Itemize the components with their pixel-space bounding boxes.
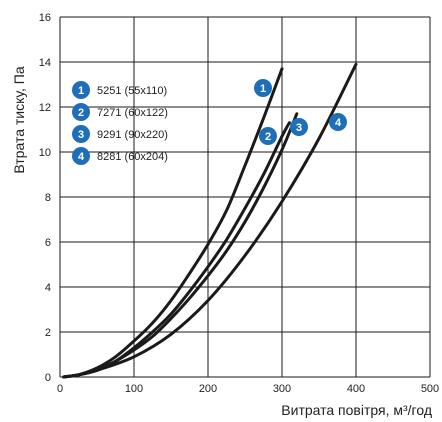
legend-badge-4: 4 (72, 147, 90, 165)
y-tick-label: 12 (39, 102, 51, 114)
y-tick-label: 0 (45, 372, 51, 384)
badge-number: 4 (335, 117, 342, 129)
y-tick-labels: 0 2 4 6 8 10 12 14 16 (39, 12, 51, 384)
curve-badge-1: 1 (254, 79, 272, 97)
y-tick-label: 4 (45, 282, 51, 294)
curve-badge-2: 2 (259, 127, 277, 145)
legend: 1 5251 (55x110) 2 7271 (60x122) 3 9291 (90x22… (72, 81, 168, 165)
badge-number: 1 (260, 83, 266, 95)
badge-number: 4 (78, 151, 85, 163)
legend-label: 7271 (60x122) (97, 107, 168, 119)
curves (62, 62, 358, 379)
grid (59, 16, 431, 378)
x-tick-label: 0 (57, 383, 63, 395)
curve-badge-4: 4 (329, 113, 347, 131)
badge-circle (72, 81, 90, 99)
legend-badge-2: 2 (72, 103, 90, 121)
badge-number: 1 (78, 85, 84, 97)
legend-label: 9291 (90x220) (97, 129, 168, 141)
curve-1 (62, 67, 284, 379)
y-tick-label: 10 (39, 147, 51, 159)
y-tick-label: 16 (39, 12, 51, 24)
badge-circle (259, 127, 277, 145)
badge-circle (329, 113, 347, 131)
x-tick-label: 300 (273, 383, 291, 395)
badge-number: 3 (78, 129, 84, 141)
curve-4 (62, 62, 358, 379)
x-tick-label: 200 (199, 383, 217, 395)
y-tick-label: 2 (45, 327, 51, 339)
badge-circle (72, 147, 90, 165)
legend-label: 5251 (55x110) (97, 85, 167, 97)
legend-label: 8281 (60x204) (97, 151, 168, 163)
badge-circle (290, 118, 308, 136)
curve-badges: 1 2 3 4 (254, 79, 347, 145)
x-axis-title: Витрата повітря, м³/год (281, 402, 432, 418)
y-axis-title: Втрата тиску, Па (11, 66, 27, 173)
y-tick-label: 6 (45, 237, 51, 249)
badge-number: 2 (78, 107, 84, 119)
badge-number: 3 (296, 122, 302, 134)
legend-badge-1: 1 (72, 81, 90, 99)
curve-badge-3: 3 (290, 118, 308, 136)
badge-circle (72, 103, 90, 121)
x-tick-label: 400 (347, 383, 365, 395)
badge-circle (72, 125, 90, 143)
y-tick-label: 14 (39, 57, 51, 69)
x-tick-label: 100 (125, 383, 143, 395)
x-tick-label: 500 (421, 383, 439, 395)
y-tick-label: 8 (45, 192, 51, 204)
badge-number: 2 (265, 131, 271, 143)
badge-circle (254, 79, 272, 97)
legend-badge-3: 3 (72, 125, 90, 143)
x-tick-labels: 0 100 200 300 400 500 (57, 383, 439, 395)
